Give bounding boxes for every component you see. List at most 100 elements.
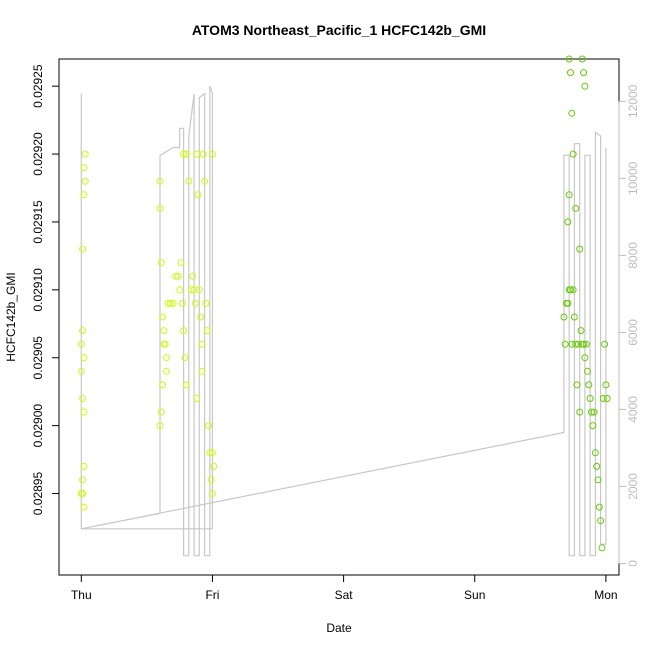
scatter-point [568,109,576,117]
plot-frame [58,58,620,576]
scatter-point [573,381,581,389]
scatter-point [564,218,572,226]
scatter-point [198,367,206,375]
scatter-point [80,462,88,470]
scatter-point [163,367,170,375]
y2-tick-label: 10000 [626,161,640,195]
scatter-point [581,82,589,90]
scatter-point [194,191,202,199]
scatter-point [205,422,212,430]
scatter-point [578,55,586,63]
scatter-point [176,286,184,294]
scatter-point [208,449,216,457]
scatter-point [169,299,177,307]
scatter-point [567,286,574,294]
chart-title: ATOM3 Northeast_Pacific_1 HCFC142b_GMI [192,22,486,38]
scatter-point [210,462,218,470]
scatter-point [589,422,597,430]
scatter-point [565,55,573,63]
scatter-point [567,69,574,77]
scatter-point [167,299,174,307]
y2-tick-label: 4000 [626,396,640,423]
scatter-point [77,340,85,348]
scatter-point [178,299,186,307]
x-tick-label: Fri [205,588,219,602]
y-tick-label: 0.02915 [31,200,45,244]
scatter-point [80,408,88,416]
scatter-point [580,340,588,348]
scatter-point [81,150,89,158]
scatter-point [574,340,582,348]
scatter-point [181,354,189,362]
scatter-point [159,381,167,389]
scatter-point [81,177,89,185]
y-tick-label: 0.02925 [31,64,45,108]
scatter-point [576,408,584,416]
y2-tick-label: 6000 [626,319,640,346]
scatter-point [594,476,602,484]
scatter-point [593,462,601,470]
x-tick-label: Thu [71,588,92,602]
scatter-point [79,395,87,402]
y-tick-label: 0.02920 [31,132,45,176]
scatter-point [577,327,585,335]
scatter-point [208,150,216,158]
scatter-point [565,191,573,199]
altitude-series-line [80,85,607,557]
y-axis-right: 0 2000 4000 6000 8000 10000 12000 [618,84,640,567]
scatter-point [599,395,607,402]
scatter-point [79,476,87,484]
scatter-point [182,150,190,158]
scatter-point [156,177,164,185]
scatter-point [572,204,580,212]
scatter-point [584,367,591,375]
scatter-point [189,272,197,280]
scatter-point [199,150,207,158]
scatter-point [177,259,185,267]
scatter-point [185,177,193,185]
scatter-point [180,327,188,335]
scatter-point [156,204,164,212]
scatter-point [569,286,577,294]
scatter-point [190,286,198,294]
scatter-point [77,367,85,375]
scatter-point [80,503,88,511]
x-axis-label: Date [326,621,352,635]
scatter-point [202,299,210,307]
scatter-point [193,395,201,402]
scatter-point [585,381,593,389]
scatter-point [580,69,588,77]
y2-tick-label: 8000 [626,242,640,269]
scatter-point [79,327,87,335]
y-tick-label: 0.02905 [31,336,45,380]
scatter-point [197,313,205,321]
scatter-point [581,354,589,362]
scatter-point [182,381,190,389]
scatter-point [561,340,569,348]
scatter-point [160,327,168,335]
scatter-point [191,299,199,307]
scatter-point [598,544,606,552]
scatter-point [602,381,610,389]
scatter-point [588,408,595,416]
y2-tick-label: 12000 [626,84,640,118]
scatter-points-group [77,55,611,552]
scatter-point [564,299,572,307]
scatter-point [157,408,165,416]
scatter-point [164,299,172,307]
scatter-point [560,313,568,321]
scatter-point [80,164,88,172]
x-tick-label: Sat [335,588,354,602]
scatter-point [569,150,577,158]
x-tick-label: Mon [594,588,617,602]
scatter-point [586,395,594,402]
y-tick-label: 0.02910 [31,268,45,312]
scatter-point [80,191,88,199]
scatter-point [156,422,164,430]
scatter-point [590,408,598,416]
scatter-point [163,354,170,362]
scatter-point [201,177,209,185]
y2-tick-label: 2000 [626,473,640,500]
scatter-point [603,395,611,402]
